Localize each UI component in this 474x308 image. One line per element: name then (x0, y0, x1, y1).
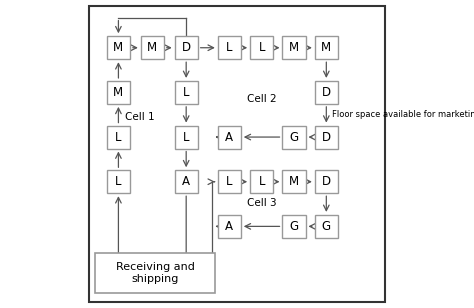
Text: Cell 1: Cell 1 (125, 112, 155, 122)
Bar (250, 36, 273, 59)
Text: M: M (289, 41, 299, 54)
Text: L: L (183, 86, 190, 99)
Text: G: G (290, 220, 299, 233)
Bar (315, 36, 338, 59)
Bar (174, 126, 198, 148)
Bar (250, 170, 273, 193)
Bar (315, 170, 338, 193)
Bar (218, 126, 241, 148)
Text: M: M (113, 41, 124, 54)
Text: L: L (258, 41, 265, 54)
Bar (315, 81, 338, 104)
Bar (174, 170, 198, 193)
Bar (283, 170, 306, 193)
Text: M: M (113, 86, 124, 99)
Text: A: A (225, 220, 233, 233)
Text: Cell 2: Cell 2 (247, 94, 276, 103)
Bar (107, 126, 130, 148)
Bar (174, 36, 198, 59)
Text: L: L (258, 175, 265, 188)
Text: L: L (115, 175, 122, 188)
Bar (218, 215, 241, 238)
Text: A: A (225, 131, 233, 144)
Text: Receiving and
shipping: Receiving and shipping (116, 262, 195, 284)
Text: D: D (322, 131, 331, 144)
Text: D: D (182, 41, 191, 54)
Bar (141, 36, 164, 59)
Text: L: L (226, 175, 233, 188)
Bar (107, 170, 130, 193)
Bar (107, 81, 130, 104)
Bar (315, 126, 338, 148)
Text: D: D (322, 175, 331, 188)
Text: D: D (322, 86, 331, 99)
Text: L: L (226, 41, 233, 54)
Bar (218, 36, 241, 59)
Bar (283, 215, 306, 238)
Bar (218, 170, 241, 193)
Bar (315, 215, 338, 238)
Text: M: M (289, 175, 299, 188)
Text: M: M (321, 41, 331, 54)
Bar (283, 126, 306, 148)
Bar (95, 253, 216, 293)
Text: M: M (147, 41, 157, 54)
Text: Floor space available for marketing: Floor space available for marketing (332, 110, 474, 119)
Text: G: G (290, 131, 299, 144)
Bar (107, 36, 130, 59)
Text: G: G (322, 220, 331, 233)
Bar (174, 81, 198, 104)
Text: A: A (182, 175, 190, 188)
Text: L: L (115, 131, 122, 144)
Text: Cell 3: Cell 3 (247, 198, 276, 208)
Text: L: L (183, 131, 190, 144)
Bar (283, 36, 306, 59)
